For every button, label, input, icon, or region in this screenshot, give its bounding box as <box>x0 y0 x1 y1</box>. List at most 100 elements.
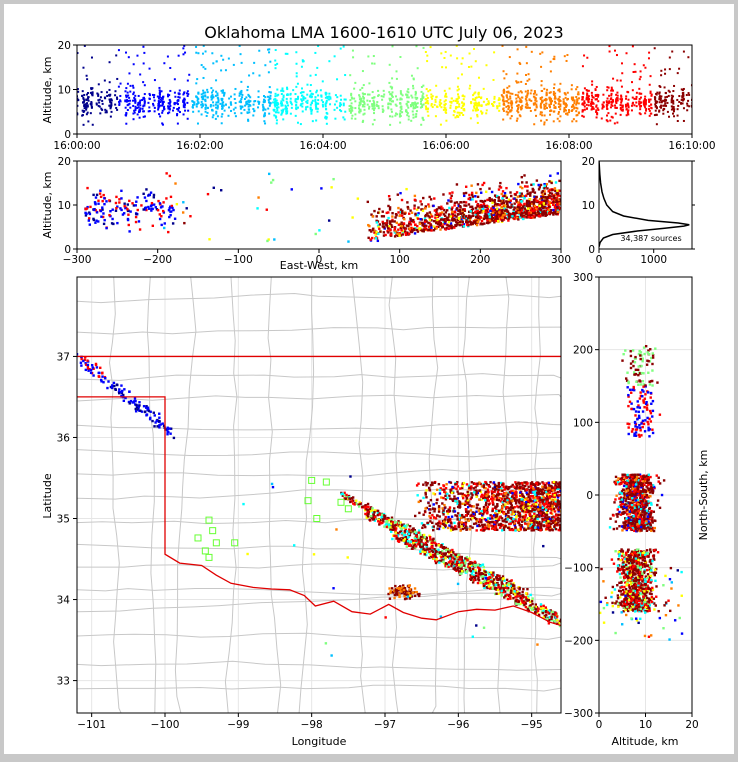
altitude-time-point <box>463 95 465 97</box>
altitude-time-point <box>292 89 294 91</box>
altitude-time-point <box>530 100 532 102</box>
altitude-time-point <box>269 103 271 105</box>
altitude-time-point <box>106 91 108 93</box>
map-source-point <box>416 484 418 486</box>
altitude-eastwest-point <box>461 221 463 223</box>
altitude-eastwest-point <box>496 215 498 217</box>
altitude-time-point <box>526 104 528 106</box>
altitude-time-point <box>602 94 604 96</box>
map-source-point <box>95 364 97 366</box>
altitude-time-point <box>369 100 371 102</box>
altitude-time-point <box>228 106 230 108</box>
altitude-time-point <box>577 91 579 93</box>
altitude-eastwest-point <box>485 211 487 213</box>
altitude-time-point <box>633 104 635 106</box>
altitude-eastwest-point <box>447 224 449 226</box>
altitude-time-point <box>610 94 612 96</box>
altitude-time-point <box>301 87 303 89</box>
altitude-time-point <box>192 104 194 106</box>
map-source-point <box>132 401 134 403</box>
altitude-time-point <box>201 113 203 115</box>
altitude-time-point <box>650 75 652 77</box>
altitude-time-point <box>116 78 118 80</box>
altitude-eastwest-point <box>436 219 438 221</box>
altitude-time-ytick-label: 20 <box>58 40 71 52</box>
altitude-time-point <box>426 60 428 62</box>
map-source-point <box>525 529 527 531</box>
altitude-time-point <box>285 110 287 112</box>
altitude-time-point <box>503 100 505 102</box>
altitude-eastwest-point <box>273 238 275 240</box>
altitude-time-point <box>315 106 317 108</box>
altitude-time-point <box>135 106 137 108</box>
altitude-time-point <box>507 108 509 110</box>
altitude-eastwest-point <box>532 183 534 185</box>
map-source-point <box>478 512 480 514</box>
altitude-time-point <box>248 74 250 76</box>
altitude-time-point <box>575 96 577 98</box>
altitude-time-point <box>680 102 682 104</box>
altitude-time-point <box>212 96 214 98</box>
altitude-time-point <box>239 101 241 103</box>
altitude-eastwest-point <box>511 215 513 217</box>
altitude-eastwest-point <box>528 200 530 202</box>
altitude-time-point <box>202 105 204 107</box>
altitude-time-point <box>272 101 274 103</box>
altitude-eastwest-point <box>163 227 165 229</box>
altitude-eastwest-point <box>439 228 441 230</box>
altitude-eastwest-point <box>520 200 522 202</box>
altitude-time-point <box>210 87 212 89</box>
map-source-point <box>483 529 485 531</box>
altitude-eastwest-point <box>501 193 503 195</box>
altitude-time-point <box>473 48 475 50</box>
altitude-time-point <box>286 53 288 55</box>
altitude-time-point <box>427 102 429 104</box>
altitude-time-point <box>439 105 441 107</box>
map-source-point <box>503 488 505 490</box>
altitude-time-point <box>263 99 265 101</box>
altitude-time-point <box>445 120 447 122</box>
altitude-time-point <box>262 104 264 106</box>
altitude-time-point <box>217 94 219 96</box>
altitude-eastwest-point <box>515 199 517 201</box>
altitude-eastwest-point <box>102 194 104 196</box>
altitude-eastwest-point <box>417 214 419 216</box>
altitude-eastwest-point <box>534 191 536 193</box>
altitude-time-point <box>104 80 106 82</box>
altitude-time-point <box>565 106 567 108</box>
altitude-time-point <box>625 95 627 97</box>
altitude-time-point <box>247 86 249 88</box>
altitude-time-point <box>578 112 580 114</box>
altitude-time-point <box>480 97 482 99</box>
altitude-time-point <box>591 92 593 94</box>
altitude-time-point <box>133 63 135 65</box>
altitude-time-point <box>546 119 548 121</box>
altitude-time-point <box>502 119 504 121</box>
map-source-point <box>90 372 92 374</box>
altitude-time-point <box>540 120 542 122</box>
altitude-time-point <box>388 82 390 84</box>
altitude-eastwest-point <box>505 187 507 189</box>
altitude-time-point <box>413 107 415 109</box>
map-source-point <box>533 512 535 514</box>
altitude-time-point <box>509 111 511 113</box>
altitude-time-point <box>139 104 141 106</box>
altitude-time-point <box>345 99 347 101</box>
altitude-time-point <box>198 110 200 112</box>
altitude-eastwest-point <box>430 226 432 228</box>
altitude-time-point <box>389 93 391 95</box>
altitude-time-point <box>201 64 203 66</box>
map-source-point <box>460 525 462 527</box>
altitude-time-point <box>427 115 429 117</box>
altitude-time-point <box>687 100 689 102</box>
altitude-time-point <box>205 105 207 107</box>
altitude-time-point <box>125 107 127 109</box>
altitude-time-point <box>350 93 352 95</box>
altitude-eastwest-point <box>538 188 540 190</box>
altitude-time-point <box>295 51 297 53</box>
altitude-eastwest-point <box>471 198 473 200</box>
altitude-time-point <box>125 114 127 116</box>
altitude-eastwest-point <box>127 219 129 221</box>
altitude-eastwest-point <box>541 213 543 215</box>
map-source-point <box>460 521 462 523</box>
